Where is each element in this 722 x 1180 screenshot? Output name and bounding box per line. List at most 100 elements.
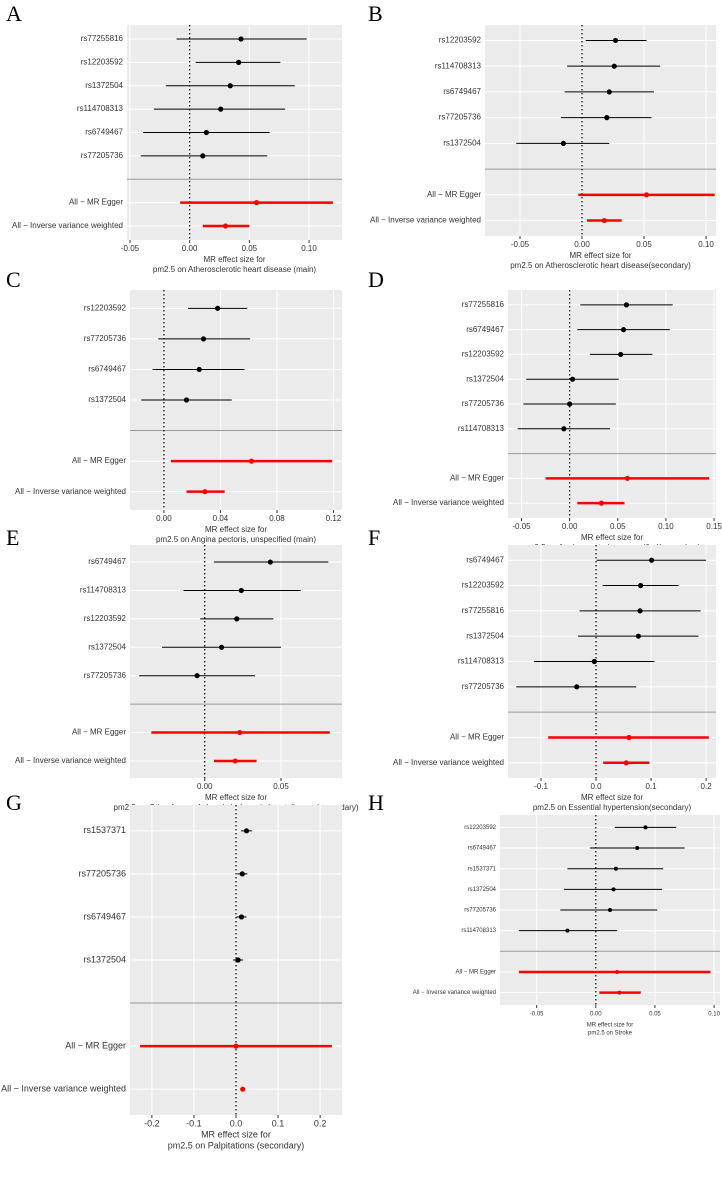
snp-point	[611, 63, 617, 69]
x-tick-label: 0.10	[301, 244, 317, 253]
snp-point	[561, 426, 567, 432]
summary-point	[232, 758, 238, 764]
forest-plot: B -0.05 0.00 0.05 0.10 rs12203592 rs114708313 r…	[368, 1, 716, 270]
row-label: rs77255816	[81, 34, 124, 43]
snp-point	[635, 633, 642, 639]
row-label: rs77205736	[84, 671, 127, 680]
row-label: rs114708313	[458, 424, 505, 433]
row-label: rs77205736	[78, 868, 126, 878]
row-label: rs114708313	[458, 657, 505, 666]
row-label: rs6749467	[466, 325, 504, 334]
x-axis-label: MR effect size for	[581, 793, 643, 802]
row-label: All − MR Egger	[455, 970, 496, 976]
row-label: rs6749467	[466, 555, 504, 564]
summary-point	[626, 734, 632, 741]
x-tick-label: 0.12	[326, 514, 342, 523]
row-label: rs1372504	[443, 138, 481, 147]
snp-point	[196, 366, 202, 373]
x-tick-label: 0.00	[562, 522, 578, 531]
snp-point	[200, 336, 207, 342]
row-label: rs77205736	[81, 151, 124, 160]
x-tick-label: 0.15	[706, 522, 722, 531]
panel-label: C	[6, 267, 21, 292]
plot-area	[130, 290, 342, 510]
x-axis-label: pm2.5 on Atherosclerotic heart disease(s…	[510, 261, 691, 270]
x-tick-label: 0.1	[272, 1118, 285, 1128]
row-label: rs6749467	[88, 365, 126, 374]
summary-point	[202, 489, 208, 495]
snp-point	[203, 129, 209, 136]
row-label: All − MR Egger	[65, 1040, 126, 1050]
snp-point	[239, 871, 245, 877]
row-label: All − MR Egger	[72, 456, 126, 465]
row-label: rs12203592	[462, 581, 505, 590]
snp-point	[234, 616, 240, 622]
panel-label: D	[368, 267, 384, 292]
summary-point	[643, 192, 650, 198]
summary-point	[240, 1086, 246, 1092]
snp-point	[618, 351, 624, 358]
x-tick-label: 0.05	[273, 782, 289, 791]
x-tick-label: -0.2	[144, 1118, 160, 1128]
row-label: rs1372504	[83, 954, 126, 964]
x-axis-label: pm2.5 on Atherosclerotic heart disease (…	[153, 265, 317, 274]
snp-point	[643, 825, 648, 830]
summary-point	[601, 217, 607, 224]
snp-point	[567, 401, 573, 407]
x-tick-label: 0.05	[649, 1012, 661, 1018]
summary-point	[233, 1043, 239, 1049]
x-tick-label: 0.00	[156, 514, 172, 523]
forest-plot: D -0.05 0.00 0.05 0.10 0.15 rs77255816 rs674946…	[368, 267, 722, 552]
x-axis-label: MR effect size for	[587, 1023, 634, 1029]
snp-point	[606, 89, 612, 95]
snp-point	[560, 140, 567, 146]
x-tick-label: -0.05	[512, 522, 531, 531]
plot-area	[508, 290, 716, 518]
forest-plot: C 0.00 0.04 0.08 0.12 rs12203592 rs77205736 rs6…	[6, 267, 342, 544]
x-tick-label: 0.04	[213, 514, 229, 523]
row-label: rs6749467	[468, 846, 497, 852]
x-axis-label: MR effect size for	[569, 251, 631, 260]
row-label: All − Inverse variance weighted	[393, 498, 504, 507]
row-label: rs1537371	[468, 866, 497, 872]
row-label: All − MR Egger	[450, 473, 504, 482]
snp-point	[236, 59, 242, 65]
snp-point	[620, 327, 627, 333]
snp-point	[613, 866, 618, 871]
row-label: rs12203592	[84, 303, 127, 312]
row-label: rs6749467	[88, 557, 126, 566]
x-tick-label: -0.05	[511, 240, 530, 249]
row-label: rs12203592	[81, 58, 124, 67]
x-tick-label: 0.00	[574, 240, 590, 249]
row-label: rs6749467	[443, 87, 481, 96]
row-label: rs12203592	[84, 614, 127, 623]
row-label: rs77255816	[462, 606, 505, 615]
x-axis-label: pm2.5 on Palpitations (secondary)	[168, 1140, 305, 1150]
row-label: All − MR Egger	[72, 728, 126, 737]
plot-area	[130, 545, 342, 778]
row-label: rs114708313	[77, 104, 124, 113]
x-axis-label: MR effect size for	[205, 793, 267, 802]
row-label: rs77205736	[462, 399, 505, 408]
snp-point	[194, 673, 200, 679]
row-label: rs6749467	[85, 128, 123, 137]
row-label: All − Inverse variance weighted	[370, 216, 481, 225]
row-label: rs114708313	[435, 61, 482, 70]
summary-point	[222, 223, 229, 229]
summary-point	[237, 729, 243, 736]
snp-point	[611, 887, 616, 892]
plot-area	[500, 815, 720, 1005]
summary-point	[598, 500, 605, 506]
x-tick-label: 0.10	[708, 1012, 720, 1018]
forest-plot: H -0.05 0.00 0.05 0.10 rs12203592 rs6749467 rs1…	[368, 790, 721, 1037]
row-label: rs1372504	[88, 395, 126, 404]
snp-point	[637, 608, 643, 614]
x-tick-label: 0.08	[269, 514, 285, 523]
snp-point	[200, 153, 206, 159]
x-tick-label: -0.05	[121, 244, 140, 253]
row-label: All − Inverse variance weighted	[15, 487, 126, 496]
row-label: rs12203592	[464, 825, 496, 831]
snp-point	[238, 587, 244, 594]
snp-point	[591, 658, 597, 665]
